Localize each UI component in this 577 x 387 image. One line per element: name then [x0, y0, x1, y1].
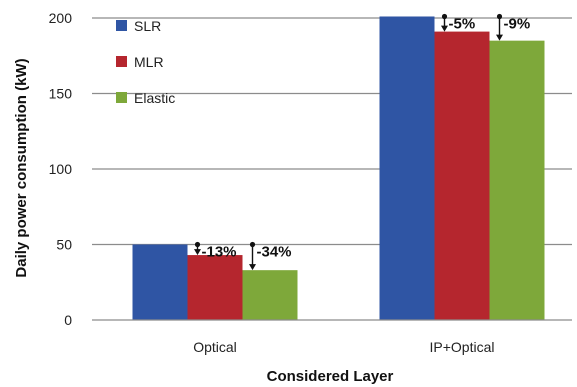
y-axis-title: Daily power consumption (kW) — [13, 58, 30, 277]
y-tick-label: 150 — [49, 86, 73, 102]
x-category-label: Optical — [193, 339, 237, 355]
legend-item-slr: SLR — [116, 18, 161, 34]
bar-elastic-ip-optical — [489, 40, 545, 321]
legend-item-mlr: MLR — [116, 54, 164, 70]
bar-elastic-optical — [242, 270, 298, 320]
annotation-label: -34% — [257, 244, 292, 261]
annotation-label: -5% — [449, 15, 476, 32]
y-tick-label: 100 — [49, 161, 73, 177]
legend: SLR MLR Elastic — [116, 18, 175, 106]
annotations-group: -13% -34% -5% -9% — [194, 13, 531, 271]
y-tick-labels: 0 50 100 150 200 — [49, 10, 73, 328]
annotation-arrow-head — [249, 264, 256, 271]
y-tick-label: 0 — [64, 312, 72, 328]
reduction-annotation: -13% — [194, 241, 237, 261]
x-category-label: IP+Optical — [430, 339, 495, 355]
legend-label: MLR — [134, 54, 164, 70]
legend-label: SLR — [134, 18, 161, 34]
reduction-annotation: -5% — [441, 13, 476, 32]
legend-item-elastic: Elastic — [116, 90, 175, 106]
annotation-label: -13% — [202, 244, 237, 261]
legend-swatch — [116, 20, 127, 31]
bar-slr-ip-optical — [379, 16, 435, 321]
bar-slr-optical — [132, 244, 188, 320]
reduction-annotation: -9% — [496, 13, 531, 41]
legend-swatch — [116, 92, 127, 103]
annotation-arrow-head — [441, 25, 448, 32]
bar-mlr-optical — [187, 255, 243, 320]
annotation-arrow-head — [496, 34, 503, 41]
reduction-annotation: -34% — [249, 241, 292, 271]
annotation-label: -9% — [504, 15, 531, 32]
y-tick-label: 200 — [49, 10, 73, 26]
y-tick-label: 50 — [56, 237, 72, 253]
legend-swatch — [116, 56, 127, 67]
annotation-arrow-head — [194, 249, 201, 256]
x-axis-title: Considered Layer — [267, 368, 394, 385]
legend-label: Elastic — [134, 90, 175, 106]
x-category-labels: Optical IP+Optical — [193, 339, 494, 355]
bars-group — [132, 16, 545, 321]
bar-mlr-ip-optical — [434, 31, 490, 321]
